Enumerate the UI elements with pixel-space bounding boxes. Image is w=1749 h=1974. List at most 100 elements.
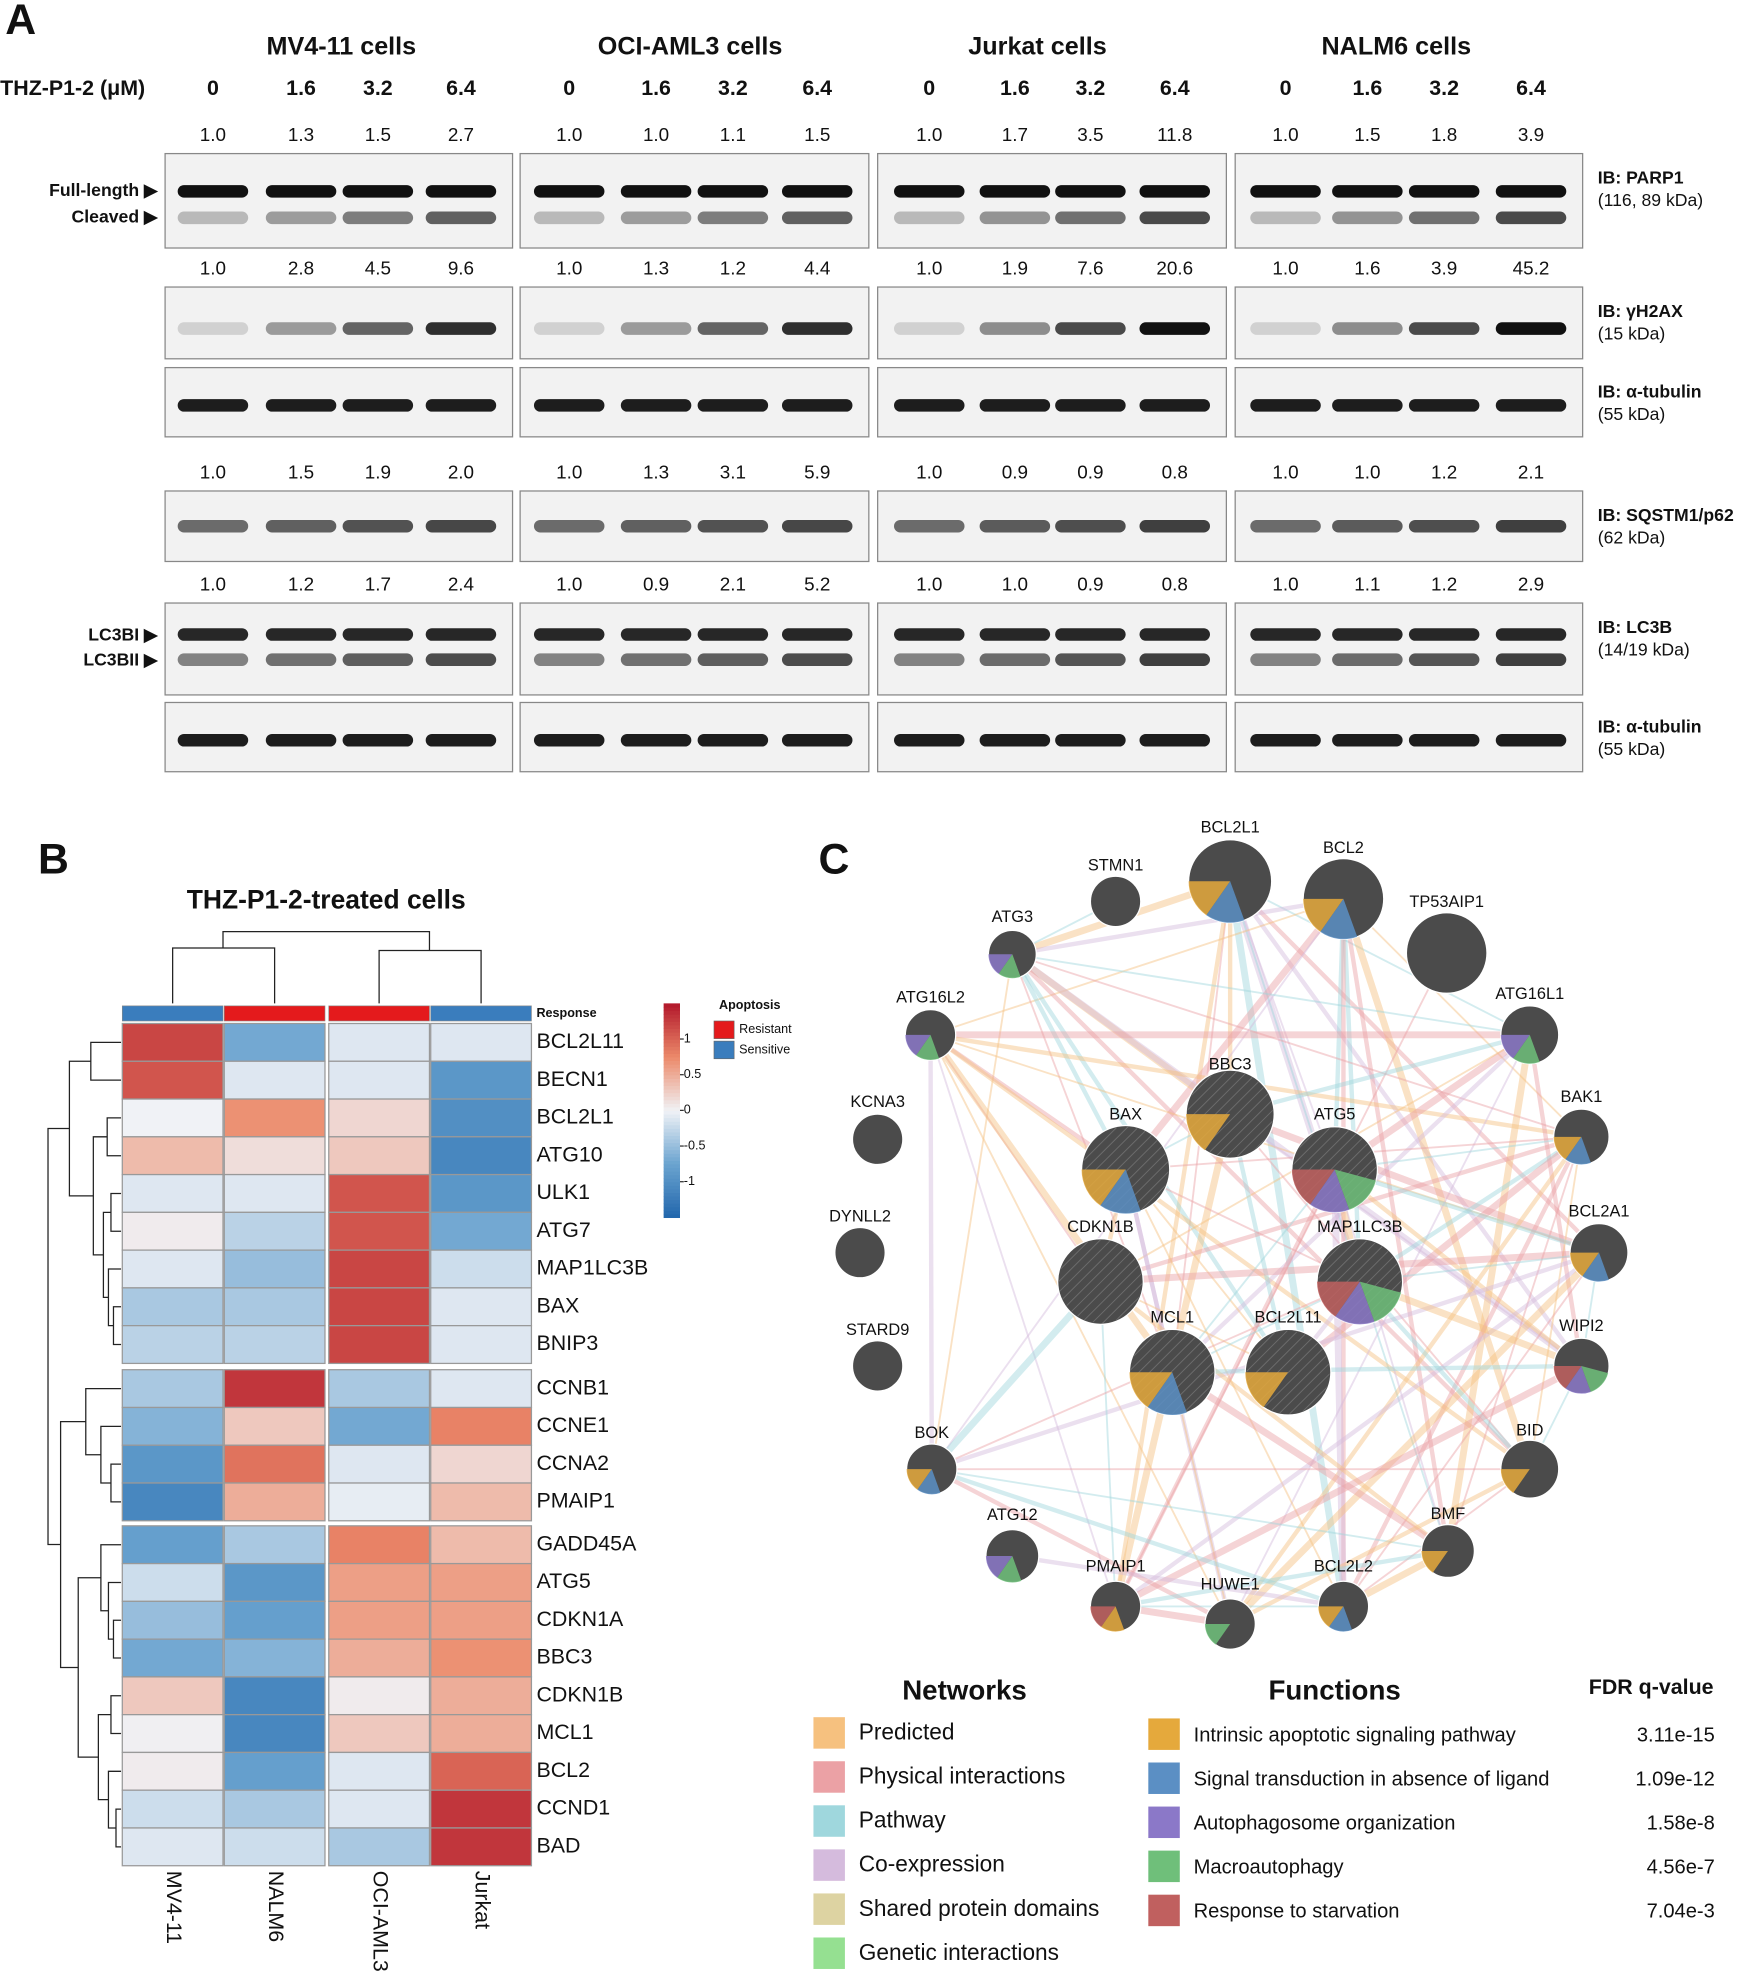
network-edge	[1099, 1279, 1450, 1553]
panel-label: C	[818, 836, 849, 884]
blot-band	[697, 185, 769, 198]
colorbar-segment	[663, 1106, 680, 1112]
blot-band	[1495, 185, 1567, 198]
heatmap-cell	[328, 1789, 431, 1829]
network-edge	[1172, 1363, 1582, 1375]
node-function-slice	[1553, 1365, 1582, 1389]
node-label: BBC3	[1209, 1055, 1252, 1073]
blot-band	[1495, 211, 1567, 225]
colorbar-label: 1	[684, 1031, 691, 1045]
blot-band	[1250, 628, 1321, 641]
blot-band	[894, 211, 965, 225]
quantification: 1.0	[916, 462, 942, 483]
node-label: BCL2	[1323, 839, 1364, 857]
colorbar-segment	[663, 1206, 680, 1211]
quantification: 1.3	[643, 258, 669, 279]
node-hatch	[1058, 1240, 1143, 1324]
quantification: 5.9	[804, 462, 830, 483]
heatmap-cell	[328, 1676, 431, 1716]
dose-label: 3.2	[1076, 76, 1106, 100]
quantification: 1.0	[916, 258, 942, 279]
blot-band	[265, 211, 337, 225]
legend-label: Autophagosome organization	[1194, 1813, 1456, 1835]
heatmap-title: THZ-P1-2-treated cells	[187, 884, 466, 914]
blot-band	[979, 399, 1051, 412]
heatmap-cell	[430, 1444, 533, 1484]
network-edge	[930, 954, 1014, 1470]
quantification: 1.0	[1354, 462, 1380, 483]
quantification: 1.2	[720, 258, 746, 279]
heatmap-cell	[328, 1173, 431, 1213]
blot-band	[1250, 322, 1321, 335]
column-dendrogram	[172, 930, 482, 1004]
blot-band	[425, 653, 497, 666]
blot-band	[1139, 322, 1211, 335]
colorbar-segment	[663, 1028, 680, 1033]
node-function-slice	[1500, 1469, 1530, 1493]
gene-label: ULK1	[536, 1180, 590, 1204]
blot-band	[781, 322, 853, 335]
blot-band	[1055, 211, 1126, 225]
colorbar-segment	[663, 1110, 680, 1115]
heatmap-cell	[121, 1098, 224, 1138]
network-edge	[1229, 1032, 1531, 1117]
colorbar-segment	[663, 1199, 680, 1204]
network-edge	[1333, 1167, 1600, 1255]
colorbar-segment	[663, 1185, 680, 1190]
blot-band	[1332, 399, 1403, 412]
quantification: 5.2	[804, 574, 830, 595]
heatmap-cell	[121, 1369, 224, 1409]
heatmap-cell	[223, 1827, 326, 1867]
legend-swatch	[1148, 1850, 1180, 1883]
node-function-slice	[1318, 1606, 1344, 1628]
quantification: 1.5	[804, 125, 830, 146]
heatmap-cell	[328, 1325, 431, 1365]
legend-swatch	[813, 1761, 845, 1793]
row-dendrogram	[97, 1714, 111, 1801]
quantification: 1.0	[1272, 462, 1298, 483]
colorbar-segment	[663, 1146, 680, 1151]
dose-label: 0	[1280, 76, 1292, 100]
heatmap-cell	[223, 1136, 326, 1176]
quantification: 0.8	[1162, 462, 1188, 483]
node-function-slice	[997, 1556, 1022, 1583]
blot-band	[425, 519, 497, 533]
colorbar-segment	[663, 1056, 680, 1062]
quantification: 1.0	[1272, 258, 1298, 279]
heatmap-cell	[430, 1211, 533, 1251]
blot-band	[533, 653, 605, 666]
column-label: OCI-AML3	[368, 1871, 392, 1972]
heatmap-cell	[223, 1714, 326, 1754]
band-size: (55 kDa)	[1598, 404, 1666, 424]
legend-swatch	[1148, 1894, 1180, 1927]
blot-image	[877, 602, 1227, 696]
network-edge	[1170, 1369, 1450, 1554]
gene-label: GADD45A	[536, 1531, 637, 1555]
legend-label: Pathway	[859, 1807, 947, 1833]
gene-label: BCL2	[536, 1758, 590, 1782]
colorbar-segment	[663, 1085, 680, 1090]
blot-band	[697, 733, 769, 747]
legend-label: Resistant	[739, 1022, 792, 1036]
blot-band	[1139, 628, 1211, 641]
blot-band	[425, 399, 497, 412]
blot-band	[620, 399, 692, 412]
blot-band	[697, 322, 769, 335]
node-function-slice	[1513, 1034, 1540, 1064]
gene-label: CCNE1	[536, 1413, 609, 1437]
heatmap-cell	[328, 1022, 431, 1062]
gene-label: BNIP3	[536, 1331, 598, 1355]
colorbar-segment	[663, 1117, 680, 1122]
gene-label: MCL1	[536, 1720, 593, 1744]
response-bar	[430, 1005, 532, 1022]
node-function-slice	[1335, 1281, 1375, 1325]
band-size: (55 kDa)	[1598, 739, 1666, 759]
blot-band	[342, 628, 414, 641]
node-function-slice	[917, 1469, 941, 1495]
response-bar	[223, 1005, 326, 1022]
legend-label: Macroautophagy	[1194, 1857, 1345, 1879]
heatmap-cell	[223, 1751, 326, 1791]
node-function-slice	[1245, 1372, 1289, 1408]
band-size: (62 kDa)	[1598, 527, 1666, 547]
colorbar-segment	[663, 1203, 680, 1208]
